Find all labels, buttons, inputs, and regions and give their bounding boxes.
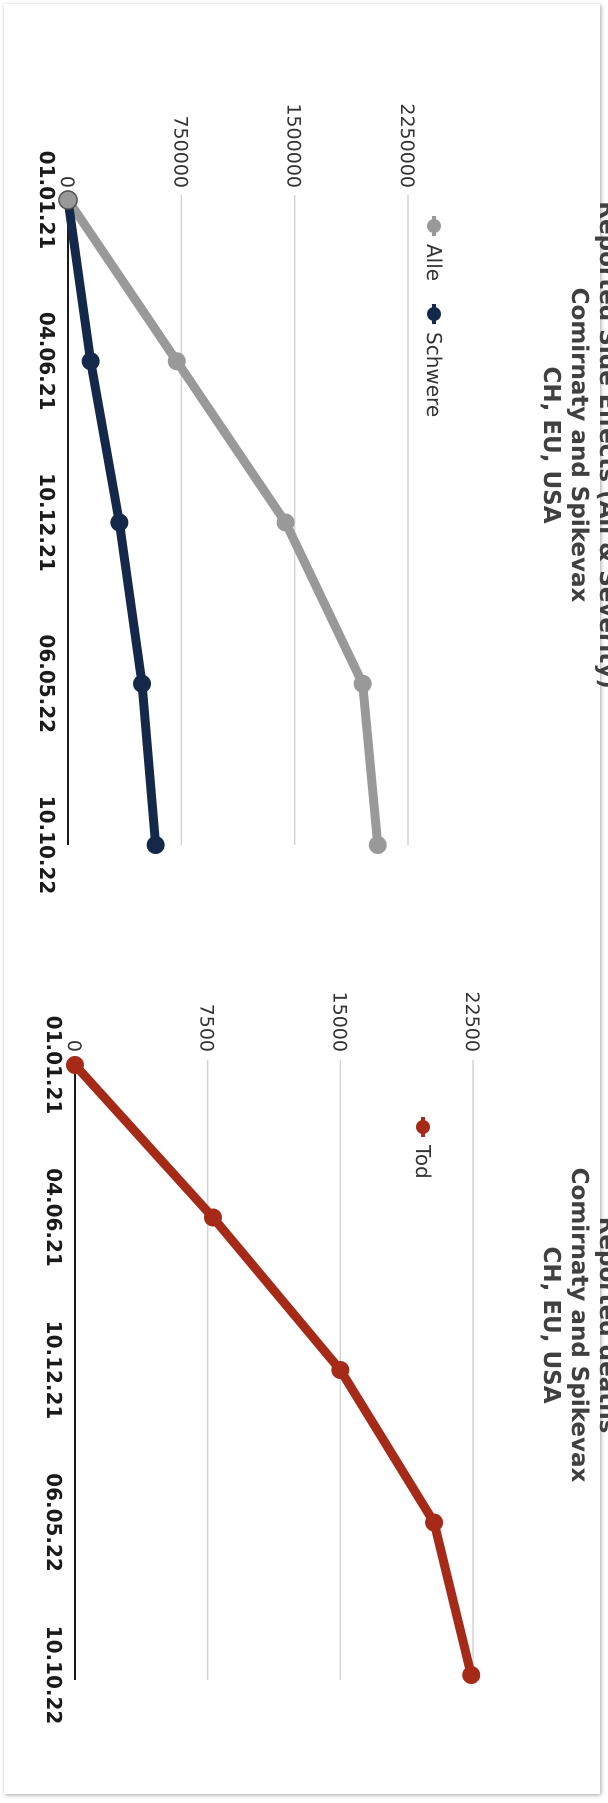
legend-label-alle: Alle	[422, 244, 446, 281]
legend-label-schwere: Schwere	[422, 332, 446, 417]
data-point-schwere	[58, 190, 78, 210]
x-tick-label: 06.05.22	[35, 634, 59, 733]
data-point-schwere	[81, 352, 100, 371]
y-tick-label: 0	[56, 176, 78, 188]
x-tick-label: 10.12.21	[42, 1321, 66, 1420]
y-tick-label: 7500	[196, 1004, 218, 1052]
data-point-tod	[203, 1208, 222, 1227]
x-tick-label: 01.01.21	[35, 151, 59, 250]
y-tick-label: 1500000	[283, 103, 305, 188]
data-point-tod	[462, 1666, 481, 1684]
legend-marker-schwere	[427, 307, 441, 321]
y-tick-label: 2250000	[396, 103, 418, 188]
chart-title-line-2: Comirnaty and Spikevax	[566, 288, 592, 603]
series	[58, 190, 387, 854]
data-point-schwere	[146, 836, 165, 854]
data-point-alle	[353, 674, 372, 693]
data-point-tod	[66, 1056, 84, 1074]
chart-title-line-1: Reported deaths	[594, 1217, 608, 1434]
x-tick-label: 10.10.22	[42, 1626, 66, 1725]
y-tick-label: 22500	[461, 992, 483, 1052]
y-axis-ticks: 0 7500 15000 22500	[63, 992, 483, 1052]
chart-title-line-1: Reported Side Effects (All & Severity)	[594, 201, 608, 688]
data-point-schwere	[110, 513, 129, 532]
data-point-alle	[368, 836, 387, 854]
x-tick-label: 06.05.22	[42, 1473, 66, 1572]
x-tick-label: 04.06.21	[42, 1168, 66, 1267]
chart-title-line-3: CH, EU, USA	[538, 1246, 564, 1403]
data-point-tod	[331, 1361, 350, 1379]
legend-label-tod: Tod	[411, 1144, 435, 1179]
side-effects-chart: Reported Side Effects (All & Severity) C…	[35, 103, 608, 894]
chart-frame	[4, 4, 600, 1794]
legend-marker-alle	[427, 219, 441, 233]
x-axis-labels: 01.01.21 04.06.21 10.12.21 06.05.22 10.10.22	[35, 151, 59, 895]
legend-marker-tod	[416, 1120, 430, 1134]
data-point-alle	[167, 352, 186, 371]
data-point-schwere	[133, 674, 152, 693]
grid	[180, 195, 409, 845]
x-tick-label: 10.12.21	[35, 473, 59, 572]
chart-title-line-3: CH, EU, USA	[538, 366, 564, 523]
data-point-alle	[276, 513, 295, 532]
x-tick-label: 01.01.21	[42, 1016, 66, 1115]
deaths-chart: Reported deaths Comirnaty and Spikevax C…	[42, 992, 608, 1725]
x-axis-labels: 01.01.21 04.06.21 10.12.21 06.05.22 10.10.22	[42, 1016, 66, 1725]
data-point-tod	[425, 1513, 444, 1532]
x-tick-label: 04.06.21	[35, 312, 59, 411]
x-tick-label: 10.10.22	[35, 796, 59, 895]
y-tick-label: 0	[63, 1040, 85, 1052]
series	[66, 1056, 481, 1684]
legend: Alle Schwere	[422, 216, 446, 417]
legend: Tod	[411, 1117, 435, 1179]
y-tick-label: 750000	[169, 115, 191, 188]
y-tick-label: 15000	[328, 992, 350, 1052]
chart-title-line-2: Comirnaty and Spikevax	[566, 1168, 592, 1483]
y-axis-ticks: 0 750000 1500000 2250000	[56, 103, 418, 188]
